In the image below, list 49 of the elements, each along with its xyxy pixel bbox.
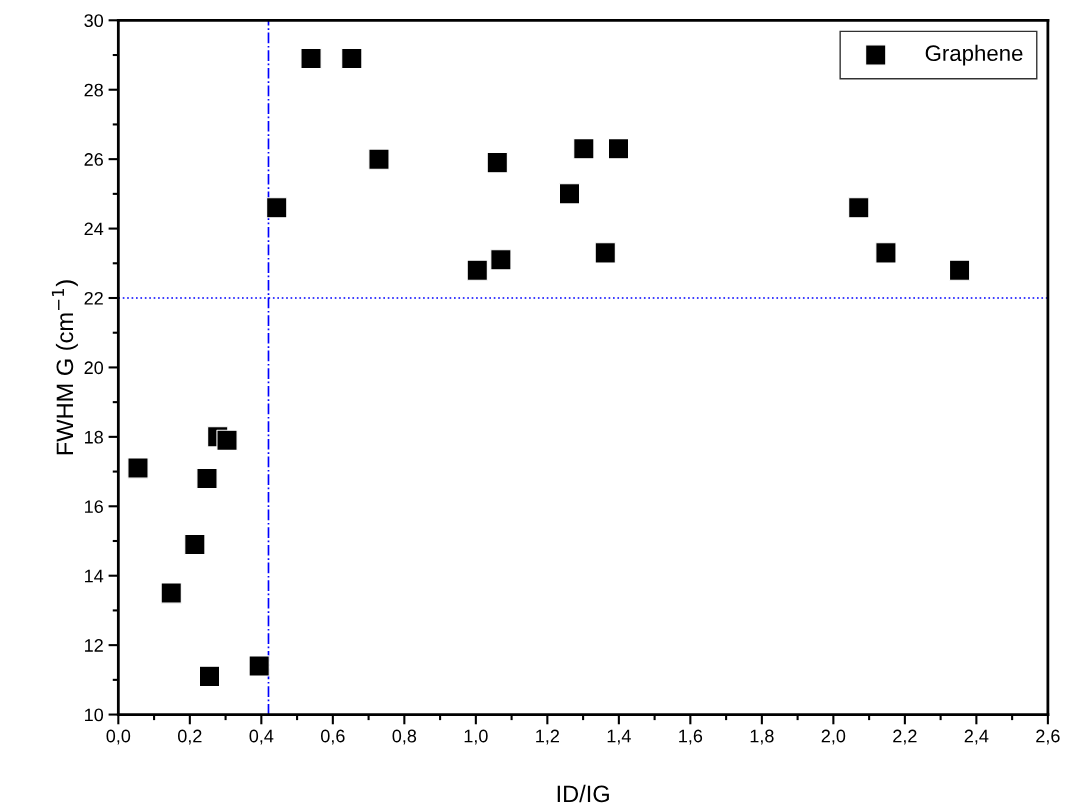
legend-label: Graphene: [925, 44, 1023, 66]
point: [300, 47, 322, 70]
x-tick-label: 0,0: [106, 729, 131, 745]
point: [573, 138, 595, 160]
x-tick-label: 2,6: [1036, 729, 1060, 745]
x-tick-label: 0,6: [320, 729, 345, 745]
x-tick-label: 2,2: [893, 729, 917, 745]
point: [875, 242, 897, 264]
point: [198, 665, 221, 687]
y-tick-label: 16: [85, 500, 103, 513]
y-tick-label: 28: [84, 83, 103, 97]
point: [558, 183, 581, 205]
x-tick-label: 2,0: [821, 729, 846, 745]
y-tick-label: 18: [85, 430, 103, 444]
point: [196, 467, 218, 490]
x-tick-label: 0,4: [249, 729, 274, 745]
point: [127, 457, 149, 479]
x-tick-label: 1,2: [536, 729, 559, 745]
y-axis-title: FWHM G (cm$^{−1}$): [51, 280, 78, 455]
x-tick-label: 1,8: [750, 729, 774, 745]
point: [248, 655, 270, 677]
point: [466, 259, 488, 281]
point: [848, 197, 870, 219]
point: [607, 138, 630, 160]
point: [486, 152, 508, 174]
x-tick-label: 0,2: [177, 729, 202, 745]
x-axis-title: ID/IG: [557, 784, 609, 803]
y-tick-label: 20: [84, 361, 104, 375]
point: [266, 197, 288, 219]
x-tick-label: 1,6: [679, 729, 703, 745]
x-tick-label: 0,8: [392, 729, 417, 745]
point: [368, 148, 390, 170]
y-tick-label: 12: [85, 639, 103, 652]
x-tick-label: 1,0: [464, 729, 488, 745]
x-tick-label: 2,4: [964, 729, 989, 745]
y-tick-label: 24: [84, 222, 104, 236]
point: [948, 259, 971, 281]
point: [160, 582, 182, 604]
point: [184, 533, 206, 556]
x-tick-label: 1,4: [607, 729, 631, 745]
y-tick-label: 22: [84, 291, 103, 305]
y-tick-label: 10: [85, 708, 104, 722]
y-tick-label: 30: [84, 14, 104, 28]
point: [341, 47, 363, 70]
y-tick-label: 14: [85, 569, 104, 583]
y-tick-label: 26: [84, 153, 103, 166]
point: [594, 242, 616, 264]
point: [216, 429, 238, 451]
point: [490, 249, 512, 271]
